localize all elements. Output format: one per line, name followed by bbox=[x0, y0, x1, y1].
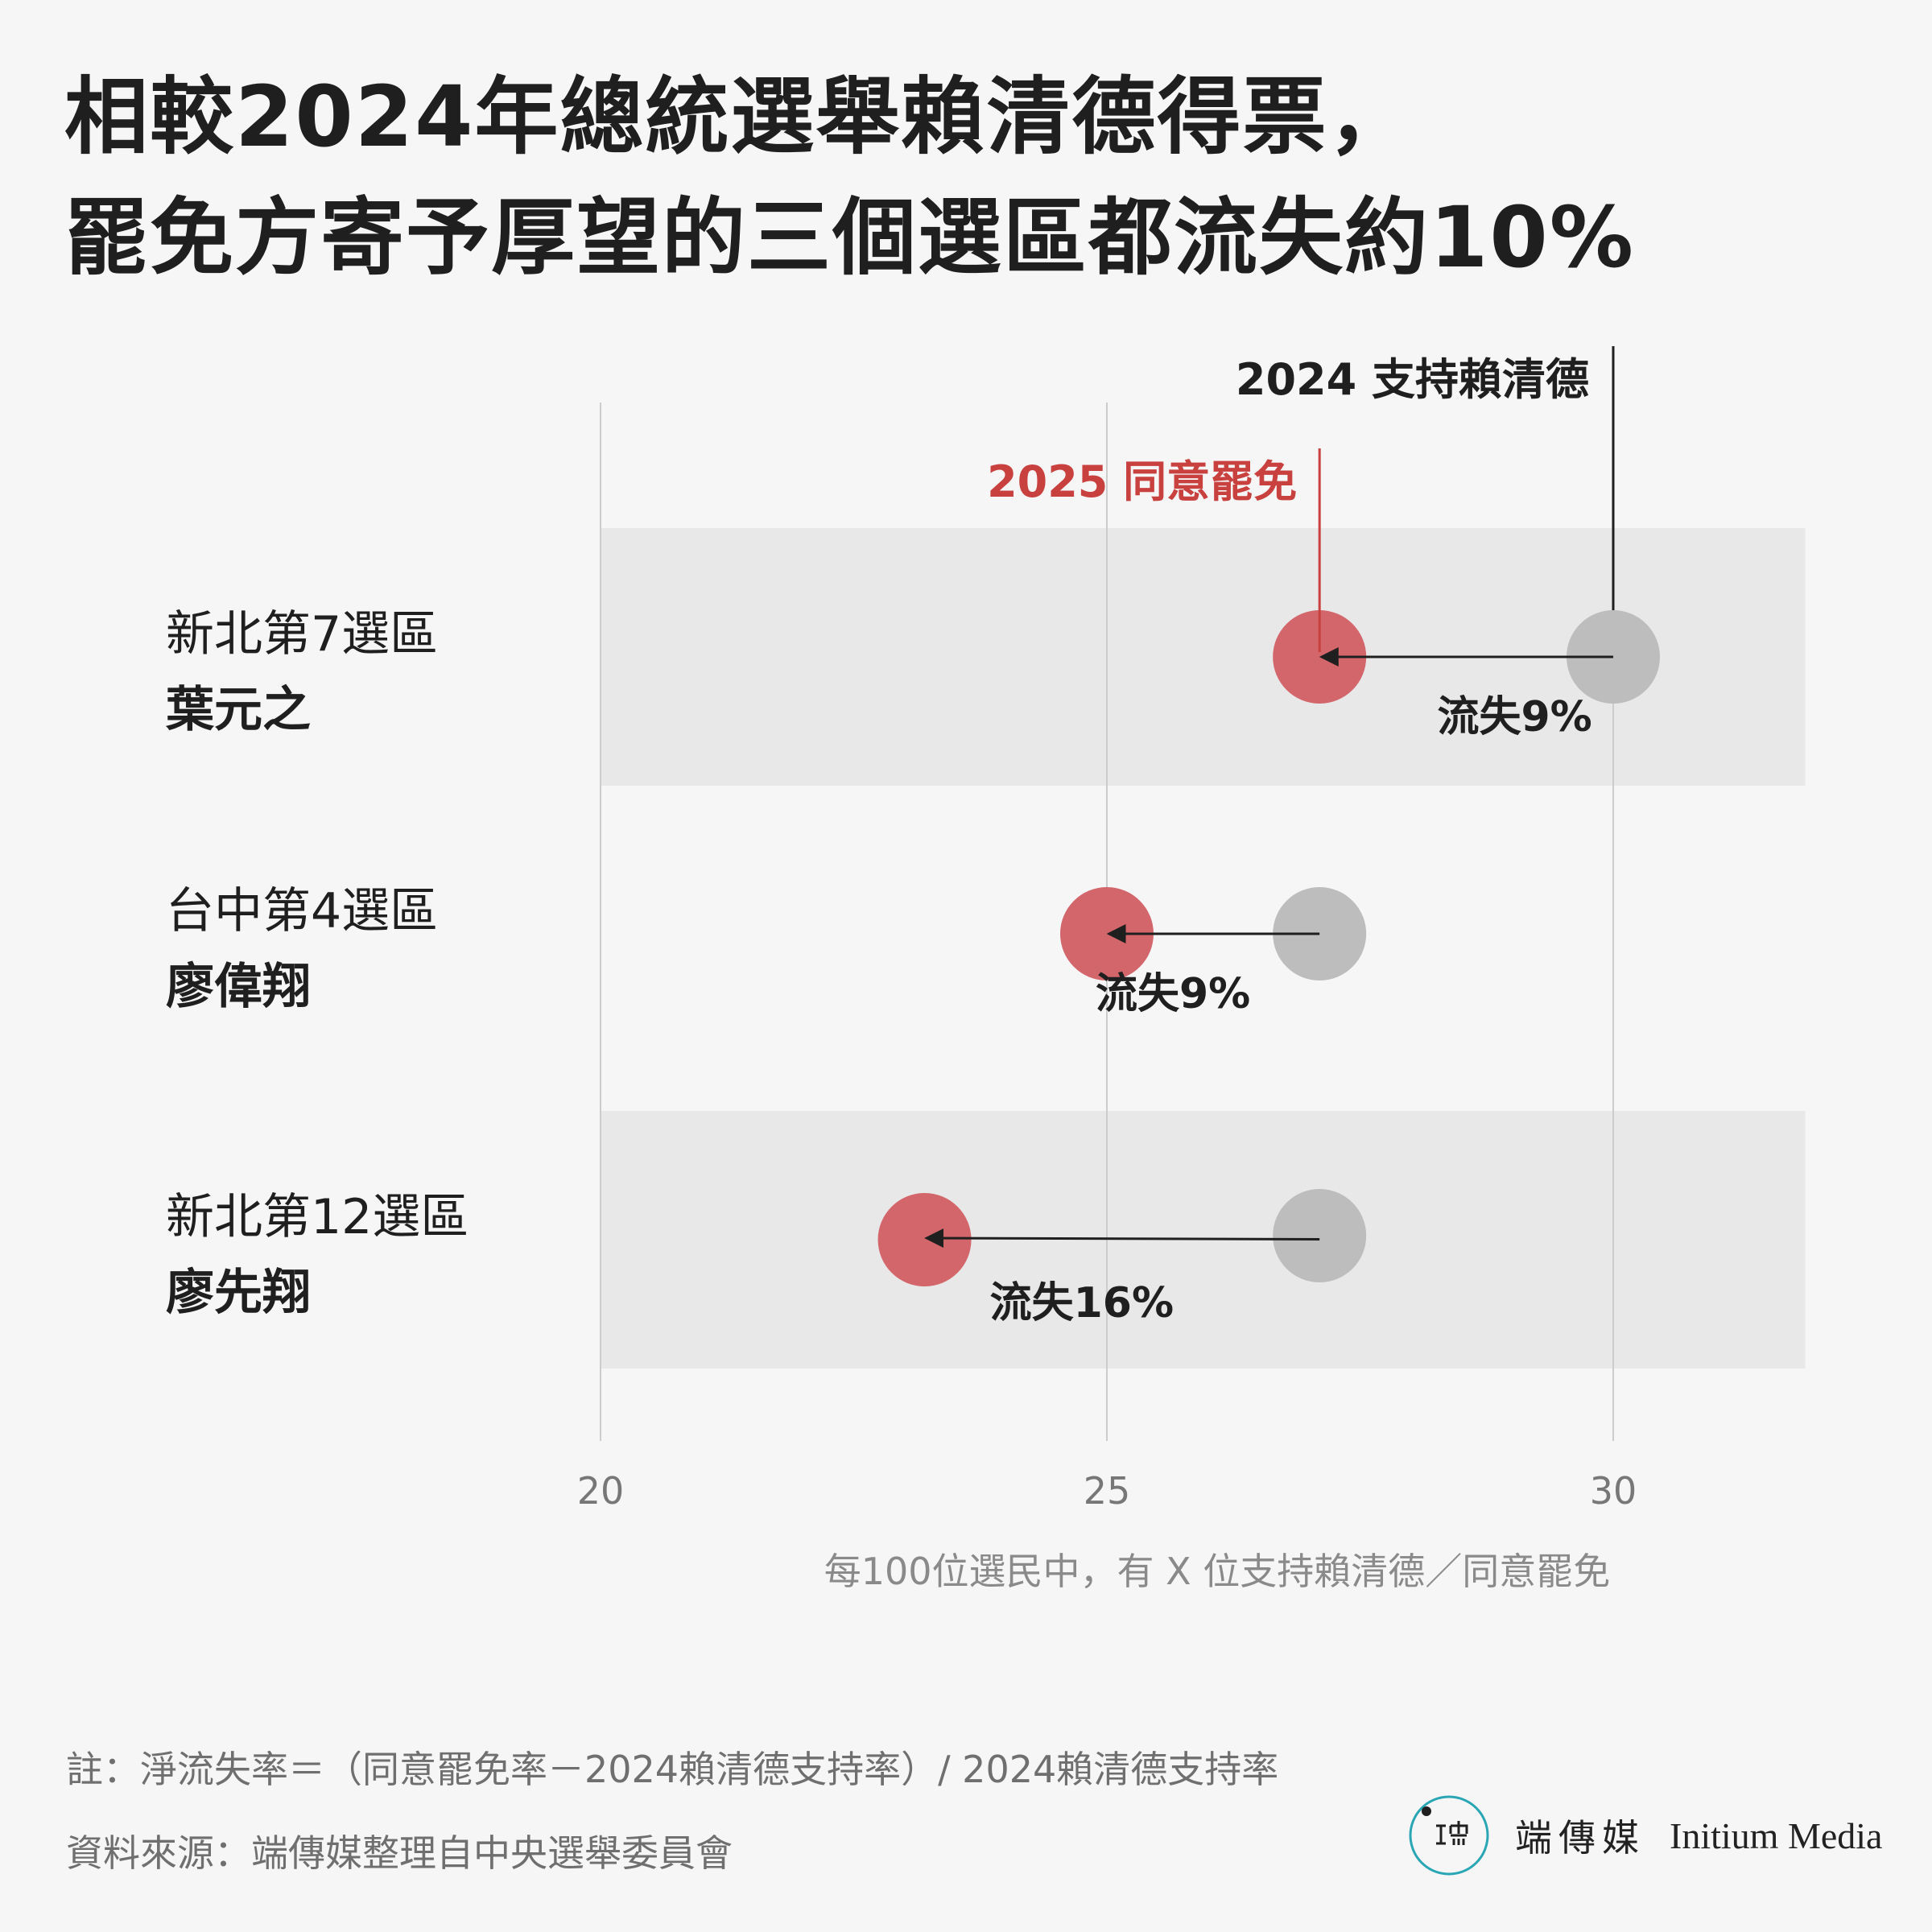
initium-logo-icon bbox=[1409, 1795, 1489, 1876]
loss-label: 流失9% bbox=[1437, 693, 1591, 741]
brand-name-en: Initium Media bbox=[1670, 1814, 1883, 1856]
district-label: 新北第12選區 bbox=[166, 1189, 469, 1245]
x-axis-label: 每100位選民中，有 X 位支持賴清德／同意罷免 bbox=[824, 1550, 1611, 1593]
loss-label: 流失9% bbox=[1096, 970, 1250, 1018]
candidate-name: 廖先翔 bbox=[166, 1265, 311, 1321]
title-line-1: 相較2024年總統選舉賴清德得票， bbox=[64, 68, 1414, 166]
title-line-2: 罷免方寄予厚望的三個選區都流失約10% bbox=[64, 188, 1635, 287]
data-source: 資料來源：端傳媒整理自中央選舉委員會 bbox=[66, 1831, 733, 1875]
recall-2025-label: 2025 同意罷免 bbox=[987, 456, 1297, 507]
district-label: 新北第7選區 bbox=[166, 606, 438, 663]
x-tick-label: 20 bbox=[577, 1469, 625, 1513]
loss-label: 流失16% bbox=[990, 1279, 1174, 1327]
brand-name-cn: 端傳媒 bbox=[1515, 1816, 1645, 1860]
support-2024-dot bbox=[1273, 1189, 1367, 1282]
x-tick-label: 25 bbox=[1084, 1469, 1131, 1513]
change-arrow bbox=[924, 1228, 1320, 1249]
candidate-name: 葉元之 bbox=[165, 682, 311, 738]
district-label: 台中第4選區 bbox=[166, 883, 438, 939]
brand-logo[interactable]: 端傳媒 Initium Media bbox=[1407, 1794, 1882, 1877]
recall-2025-dot bbox=[877, 1193, 972, 1286]
net-loss-note: 註：淨流失率＝（同意罷免率－2024賴清德支持率）/ 2024賴清德支持率 bbox=[66, 1748, 1279, 1791]
candidate-name: 廖偉翔 bbox=[166, 959, 311, 1015]
chart-title: 相較2024年總統選舉賴清德得票， 罷免方寄予厚望的三個選區都流失約10% bbox=[64, 56, 1900, 298]
support-2024-label: 2024 支持賴清德 bbox=[1236, 354, 1589, 405]
x-tick-label: 30 bbox=[1590, 1469, 1637, 1513]
